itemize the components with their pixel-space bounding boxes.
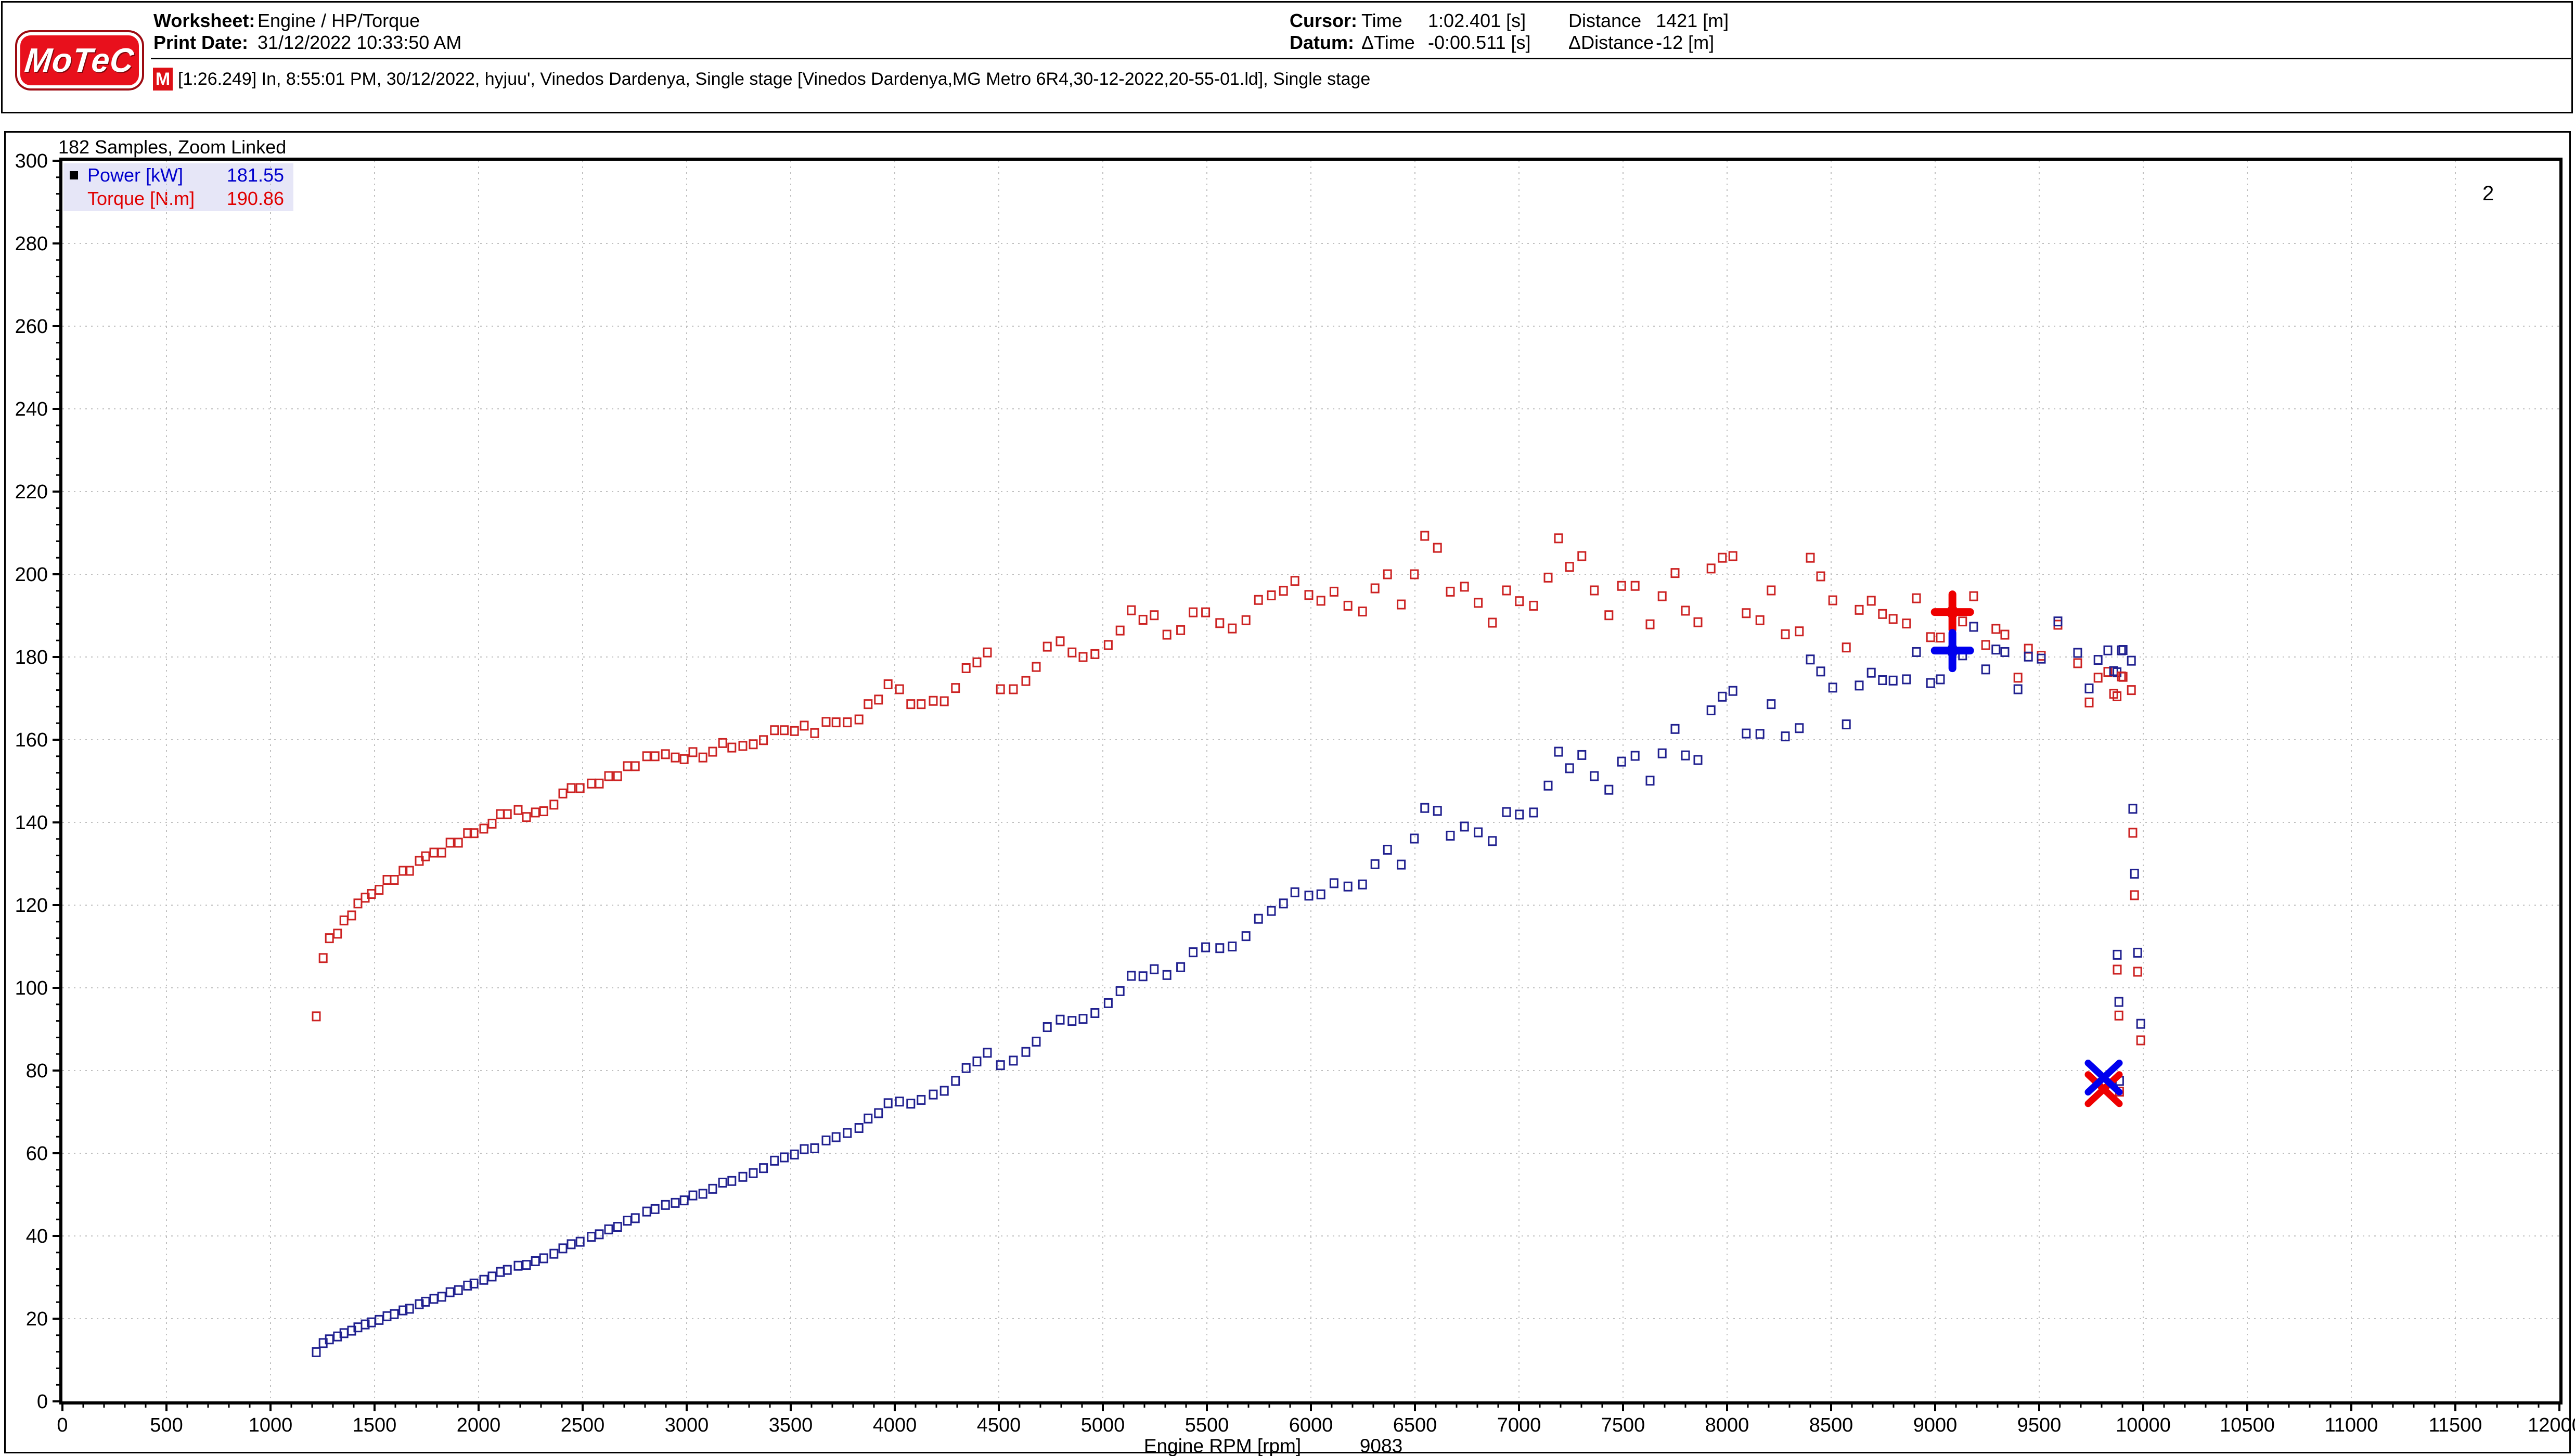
svg-text:6000: 6000 <box>1289 1414 1333 1436</box>
group-number-label: 2 <box>2482 182 2494 205</box>
datum-time-value: -0:00.511 [s] <box>1428 32 1531 53</box>
svg-text:9000: 9000 <box>1913 1414 1958 1436</box>
svg-text:3000: 3000 <box>665 1414 709 1436</box>
datum-distance-value: -12 [m] <box>1656 32 1715 53</box>
cursor-time-label: Time <box>1361 10 1402 31</box>
svg-text:7500: 7500 <box>1601 1414 1645 1436</box>
worksheet-info: Worksheet: Engine / HP/Torque Print Date… <box>153 10 461 54</box>
channel-legend: Power [kW] 181.55 Torque [N.m] 190.86 <box>63 163 293 211</box>
samples-status-label: 182 Samples, Zoom Linked <box>58 136 287 158</box>
svg-text:240: 240 <box>15 398 48 420</box>
cursor-distance-value: 1421 [m] <box>1656 10 1729 31</box>
svg-text:5500: 5500 <box>1185 1414 1229 1436</box>
x-axis-title: Engine RPM [rpm] <box>1144 1435 1301 1456</box>
svg-text:4500: 4500 <box>977 1414 1021 1436</box>
legend-row-torque[interactable]: Torque [N.m] 190.86 <box>63 187 293 210</box>
cursor-label: Cursor: <box>1290 10 1358 31</box>
datum-label: Datum: <box>1290 32 1354 53</box>
motec-m-icon: M <box>153 68 173 91</box>
svg-text:6500: 6500 <box>1393 1414 1437 1436</box>
svg-text:9500: 9500 <box>2017 1414 2062 1436</box>
legend-power-value: 181.55 <box>226 164 284 186</box>
svg-text:2500: 2500 <box>561 1414 605 1436</box>
worksheet-value: Engine / HP/Torque <box>258 10 420 31</box>
legend-power-label: Power [kW] <box>87 164 184 186</box>
svg-text:280: 280 <box>15 233 48 255</box>
svg-text:10500: 10500 <box>2220 1414 2275 1436</box>
svg-text:180: 180 <box>15 647 48 668</box>
svg-text:0: 0 <box>37 1391 48 1413</box>
svg-text:1000: 1000 <box>249 1414 293 1436</box>
header-bar: MoTeC Worksheet: Engine / HP/Torque Prin… <box>1 1 2573 113</box>
worksheet-label: Worksheet: <box>153 10 255 31</box>
cursor-distance-label: Distance <box>1568 10 1642 31</box>
svg-text:100: 100 <box>15 977 48 999</box>
svg-text:60: 60 <box>26 1143 48 1165</box>
svg-text:500: 500 <box>150 1414 183 1436</box>
svg-text:20: 20 <box>26 1308 48 1330</box>
svg-text:300: 300 <box>15 150 48 172</box>
svg-text:8000: 8000 <box>1705 1414 1749 1436</box>
cursor-rpm-readout: 9083 <box>1360 1435 1402 1456</box>
log-file-row: M [1:26.249] In, 8:55:01 PM, 30/12/2022,… <box>153 66 1370 92</box>
active-channel-icon <box>70 171 78 179</box>
print-date-label: Print Date: <box>153 32 249 53</box>
svg-text:0: 0 <box>57 1414 68 1436</box>
legend-torque-label: Torque [N.m] <box>87 187 195 209</box>
svg-text:80: 80 <box>26 1060 48 1082</box>
svg-text:40: 40 <box>26 1226 48 1247</box>
svg-text:260: 260 <box>15 316 48 338</box>
svg-text:4000: 4000 <box>873 1414 917 1436</box>
svg-text:10000: 10000 <box>2116 1414 2171 1436</box>
svg-text:11000: 11000 <box>2325 1414 2378 1436</box>
svg-text:200: 200 <box>15 564 48 586</box>
svg-text:120: 120 <box>15 895 48 917</box>
print-date-value: 31/12/2022 10:33:50 AM <box>258 32 462 53</box>
svg-text:1500: 1500 <box>353 1414 397 1436</box>
svg-text:5000: 5000 <box>1081 1414 1125 1436</box>
cursor-datum-info: Cursor: Time 1:02.401 [s] Distance 1421 … <box>1290 10 1729 54</box>
svg-text:140: 140 <box>15 812 48 834</box>
svg-text:11500: 11500 <box>2429 1414 2482 1436</box>
datum-time-label: ΔTime <box>1361 32 1415 53</box>
legend-row-power[interactable]: Power [kW] 181.55 <box>63 163 293 187</box>
svg-text:8500: 8500 <box>1809 1414 1853 1436</box>
cursor-time-value: 1:02.401 [s] <box>1428 10 1526 31</box>
svg-text:2000: 2000 <box>457 1414 501 1436</box>
log-file-text: [1:26.249] In, 8:55:01 PM, 30/12/2022, h… <box>178 69 1371 89</box>
legend-torque-value: 190.86 <box>226 187 284 209</box>
svg-text:160: 160 <box>15 729 48 751</box>
svg-text:220: 220 <box>15 481 48 503</box>
svg-text:7000: 7000 <box>1497 1414 1541 1436</box>
header-divider <box>151 58 2571 59</box>
motec-logo: MoTeC <box>17 32 142 88</box>
svg-text:3500: 3500 <box>769 1414 813 1436</box>
datum-distance-label: ΔDistance <box>1568 32 1654 53</box>
chart-panel <box>4 131 2571 1453</box>
